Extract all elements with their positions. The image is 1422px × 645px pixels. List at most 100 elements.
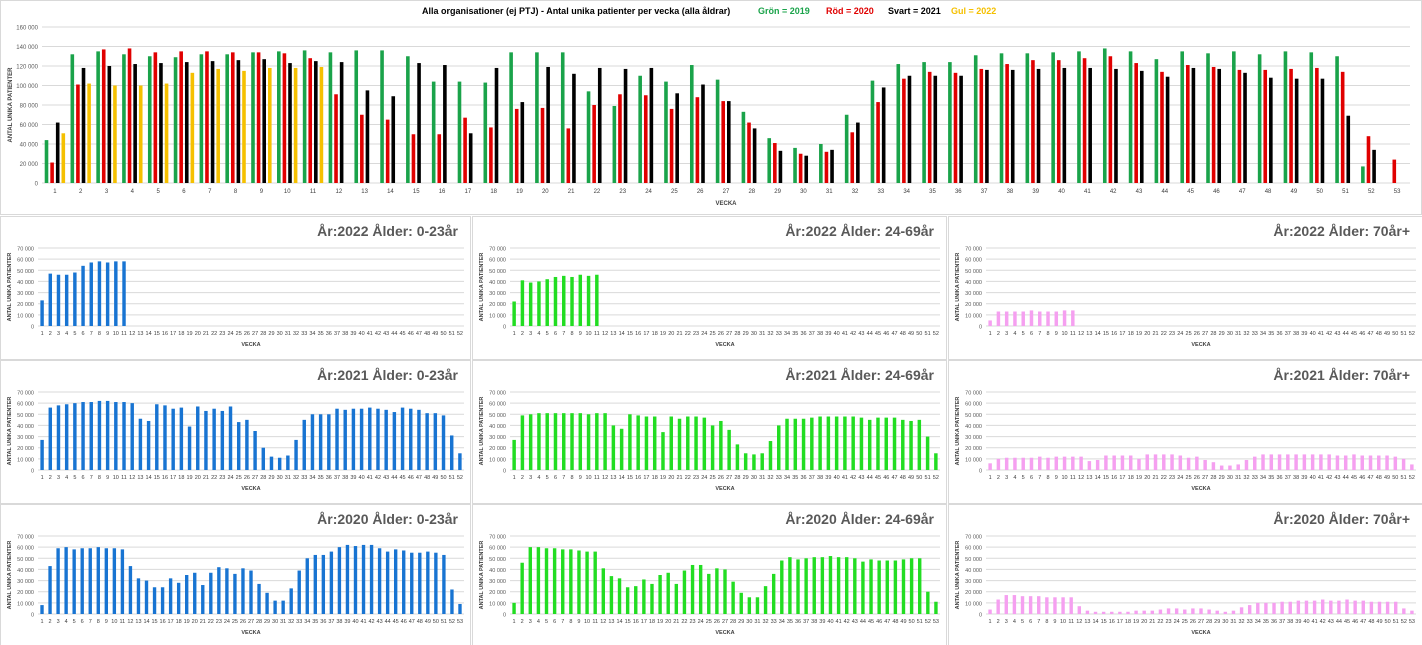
bar	[1304, 600, 1309, 614]
x-tick-label: 53	[457, 619, 463, 625]
bar	[64, 547, 68, 614]
x-tick-label: 2	[997, 475, 1000, 481]
bar	[1062, 456, 1067, 470]
x-tick-label: 35	[318, 331, 324, 337]
x-tick-label: 22	[1161, 475, 1167, 481]
x-tick-label: 48	[424, 331, 430, 337]
x-tick-label: 14	[146, 331, 152, 337]
bar-grön	[1335, 56, 1339, 183]
y-tick-label: 50 000	[965, 269, 982, 275]
x-tick-label: 11	[594, 475, 600, 481]
x-tick-label: 33	[1247, 619, 1253, 625]
bar	[253, 431, 257, 470]
bar	[233, 573, 237, 614]
x-tick-label: 4	[131, 189, 135, 195]
x-tick-label: 33	[1252, 331, 1258, 337]
x-tick-label: 41	[1318, 331, 1324, 337]
panel-frame-1	[0, 216, 471, 360]
bar	[652, 416, 657, 470]
bar	[1004, 457, 1009, 470]
x-tick-label: 6	[1030, 331, 1033, 337]
y-axis-label: ANTAL UNIKA PATIENTER	[7, 541, 13, 610]
x-tick-label: 44	[1343, 331, 1349, 337]
bar	[536, 547, 541, 614]
bar-svart	[443, 65, 447, 183]
x-tick-label: 49	[1384, 475, 1390, 481]
x-tick-label: 46	[401, 619, 407, 625]
bar	[595, 413, 599, 470]
x-tick-label: 45	[1344, 619, 1350, 625]
main-chart: Alla organisationer (ej PTJ) - Antal uni…	[8, 6, 1410, 207]
y-tick-label: 60 000	[489, 258, 506, 264]
bar-svart	[959, 75, 963, 183]
x-tick-label: 20	[542, 189, 549, 195]
bar	[64, 404, 69, 470]
bar	[400, 407, 405, 470]
x-tick-label: 47	[884, 619, 890, 625]
x-tick-label: 3	[57, 619, 60, 625]
x-tick-label: 41	[1084, 189, 1091, 195]
bar	[40, 439, 44, 470]
bar-grön	[1180, 51, 1185, 183]
y-tick-label: 120 000	[16, 65, 38, 71]
bar	[810, 417, 814, 470]
bar	[867, 419, 872, 470]
y-tick-label: 50 000	[17, 413, 34, 419]
bar	[996, 599, 1000, 614]
bar	[1239, 607, 1244, 614]
x-tick-label: 30	[751, 475, 757, 481]
x-tick-label: 40	[1303, 619, 1309, 625]
panel-frame-6	[948, 360, 1422, 504]
x-tick-label: 26	[244, 331, 250, 337]
x-tick-label: 45	[399, 331, 405, 337]
bar	[376, 408, 380, 470]
y-tick-label: 30 000	[17, 579, 34, 585]
bar	[1195, 456, 1199, 470]
bar-svart	[262, 59, 266, 183]
x-tick-label: 46	[408, 331, 414, 337]
x-tick-label: 8	[234, 189, 238, 195]
x-tick-label: 3	[57, 331, 60, 337]
bar-svart	[881, 87, 886, 183]
y-tick-label: 20 000	[20, 162, 39, 168]
x-tick-label: 38	[811, 619, 817, 625]
bar-svart	[1036, 68, 1041, 183]
bar	[1128, 455, 1133, 470]
bar-röd	[618, 94, 622, 183]
x-tick-label: 20	[195, 475, 201, 481]
bar	[1120, 455, 1125, 470]
x-tick-label: 43	[1136, 189, 1143, 195]
x-tick-label: 42	[1110, 189, 1117, 195]
x-tick-label: 51	[1401, 475, 1407, 481]
bar-grön	[1206, 53, 1210, 184]
bar	[313, 554, 317, 614]
bar-svart	[1165, 76, 1170, 183]
x-tick-label: 40	[827, 619, 833, 625]
x-tick-label: 23	[1169, 331, 1175, 337]
x-tick-label: 21	[203, 475, 209, 481]
x-tick-label: 20	[1141, 619, 1147, 625]
x-tick-label: 37	[803, 619, 809, 625]
x-tick-label: 48	[1265, 189, 1272, 195]
x-tick-label: 31	[280, 619, 286, 625]
bar	[146, 420, 151, 470]
x-tick-label: 3	[1005, 475, 1008, 481]
bar-svart	[1294, 78, 1299, 183]
y-tick-label: 60 000	[17, 546, 34, 552]
x-tick-label: 42	[1326, 475, 1332, 481]
bar	[1012, 595, 1017, 614]
x-tick-label: 4	[537, 331, 540, 337]
x-tick-label: 38	[1007, 189, 1014, 195]
bar-röd	[153, 52, 158, 183]
bar-röd	[1056, 60, 1061, 183]
x-tick-label: 26	[1194, 331, 1200, 337]
bar	[1329, 600, 1333, 614]
bar	[512, 602, 516, 614]
bar-svart	[81, 67, 86, 183]
bar	[289, 588, 293, 614]
x-tick-label: 19	[660, 475, 666, 481]
bar-grön	[844, 114, 849, 183]
bar-röd	[1237, 69, 1242, 183]
x-tick-label: 44	[391, 475, 397, 481]
x-tick-label: 35	[787, 619, 793, 625]
